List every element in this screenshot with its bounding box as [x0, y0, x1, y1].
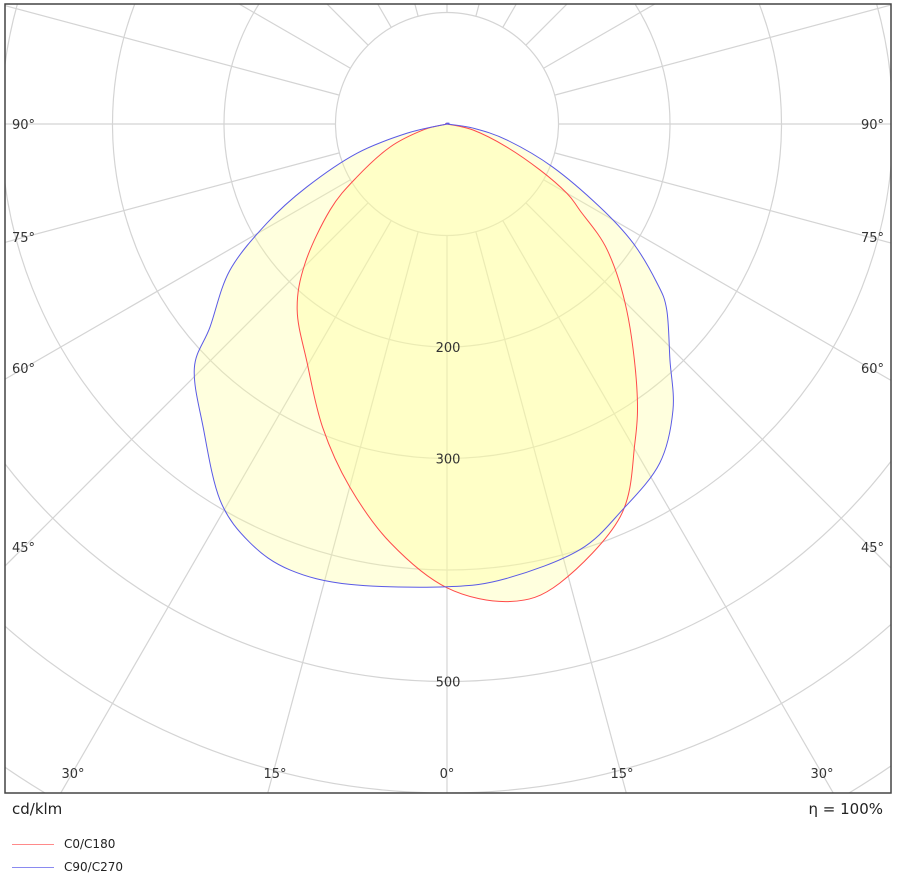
legend-label: C0/C180: [64, 837, 116, 851]
spoke-120: [543, 4, 657, 69]
spoke-15: [475, 231, 627, 793]
spoke-75: [554, 152, 891, 244]
spoke-315: [5, 202, 369, 567]
legend-item-c90-c270: C90/C270: [12, 860, 123, 874]
spoke-135: [525, 4, 568, 46]
curve-c90-c270: [193, 122, 674, 588]
unit-label: cd/klm: [12, 800, 63, 818]
angle-label-bottom-0: 0°: [440, 767, 455, 782]
spoke-225: [326, 4, 369, 46]
spoke-300: [5, 179, 351, 380]
legend-swatch-blue: [12, 866, 54, 868]
legend-item-c0-c180: C0/C180: [12, 837, 115, 851]
angle-label-bottom-30-right: 30°: [810, 767, 833, 782]
axis-labels: 90° 75° 60° 45° 90° 75° 60° 45° 30° 15° …: [12, 118, 884, 782]
spoke-240: [237, 4, 351, 69]
spoke-285: [5, 152, 340, 244]
plot-frame: [4, 3, 892, 794]
curves: [193, 122, 674, 603]
spoke-105: [554, 4, 891, 96]
spoke-330: [60, 220, 392, 793]
angle-label-left-90: 90°: [12, 118, 35, 133]
angle-label-bottom-15-left: 15°: [263, 767, 286, 782]
angle-label-left-60: 60°: [12, 362, 35, 377]
radial-label-500: 500: [436, 676, 461, 691]
spoke-30: [502, 220, 834, 793]
angle-label-right-75: 75°: [861, 231, 884, 246]
legend-label: C90/C270: [64, 860, 123, 874]
angle-label-bottom-30-left: 30°: [61, 767, 84, 782]
angle-label-right-60: 60°: [861, 362, 884, 377]
angle-label-left-75: 75°: [12, 231, 35, 246]
angle-label-right-90: 90°: [861, 118, 884, 133]
radial-label-300: 300: [436, 453, 461, 468]
efficiency-label: η = 100%: [808, 800, 884, 818]
fill-c90-c270: [194, 123, 674, 588]
spoke-345: [267, 231, 419, 793]
fill-c0-c180: [297, 123, 638, 602]
radial-label-200: 200: [436, 341, 461, 356]
angle-label-left-45: 45°: [12, 541, 35, 556]
spoke-60: [543, 179, 891, 382]
spoke-45: [525, 202, 891, 569]
curve-c0-c180: [296, 122, 639, 603]
angle-label-bottom-15-right: 15°: [610, 767, 633, 782]
legend-swatch-red: [12, 843, 54, 845]
spoke-255: [5, 4, 340, 96]
angle-label-right-45: 45°: [861, 541, 884, 556]
